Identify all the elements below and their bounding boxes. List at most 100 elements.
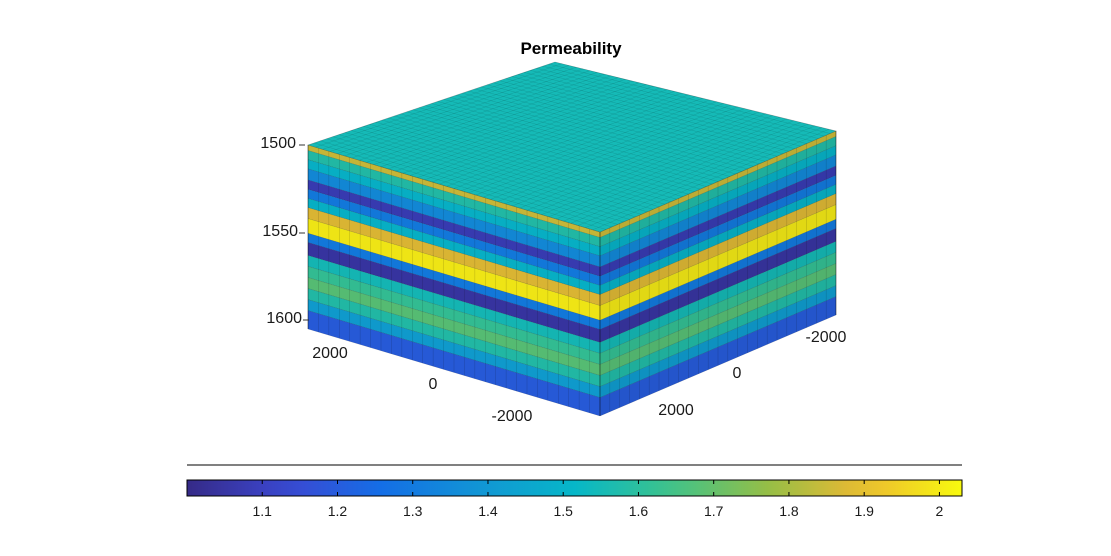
colorbar: 1.1 1.2 1.3 1.4 1.5 1.6 1.7 1.8 1.9 2 [186,479,963,519]
y-tick-0: 0 [733,365,742,382]
colorbar-ticks: 1.1 1.2 1.3 1.4 1.5 1.6 1.7 1.8 1.9 2 [253,480,944,519]
top-grid-line [446,94,689,187]
top-grid-line [363,126,654,210]
colorbar-gradient [186,479,963,497]
right-face [599,130,837,417]
x-tick-2000: 2000 [312,345,348,362]
top-grid-line [337,68,584,154]
top-grid-line [437,101,724,180]
top-grid-line [578,125,816,226]
colorbar-tick-label-0: 1.1 [253,503,273,519]
colorbar-tick-label-6: 1.7 [704,503,724,519]
top-grid-line [490,104,731,200]
top-grid-line [369,124,660,207]
colorbar-tick-label-8: 1.9 [854,503,874,519]
top-grid-line [351,130,642,215]
x-tick-neg2000: -2000 [492,408,533,425]
top-grid-line [332,136,624,223]
top-grid-line [483,103,724,198]
z-tick-1500: 1500 [260,135,296,152]
top-grid-line [461,97,703,191]
y-tick-neg2000: -2000 [806,329,847,346]
top-grid-line [517,74,801,147]
colorbar-tick-label-1: 1.2 [328,503,348,519]
top-grid-line [373,77,619,165]
top-grid-line [431,103,719,182]
top-grid-line [511,76,795,149]
colorbar-tick-label-9: 2 [936,503,944,519]
top-grid-line [314,142,606,230]
left-face [307,144,601,417]
top-grid-line [468,99,710,194]
top-grid-line [505,78,789,152]
colorbar-tick-label-7: 1.8 [779,503,799,519]
top-grid-line [344,70,591,157]
top-grid-line [480,86,766,162]
top-grid-line [338,134,630,220]
colorbar-tick-label-2: 1.3 [403,503,423,519]
top-grid-line [570,123,808,224]
y-tick-2000: 2000 [658,402,694,419]
reservoir-block [307,61,837,417]
top-grid-line [359,73,605,161]
x-tick-0: 0 [429,376,438,393]
top-grid-line [402,84,647,174]
top-grid-line [536,67,819,139]
top-grid-line [380,79,626,167]
top-grid-line [425,105,713,185]
top-grid-line [585,127,823,228]
top-grid-line [357,128,648,213]
top-grid-line [417,87,661,178]
z-axis: 1500 1550 1600 [260,135,309,327]
top-grid-line [443,99,730,177]
top-grid-line [382,119,671,202]
top-grid-line [530,70,813,142]
top-grid-line [519,111,759,209]
top-grid-line [453,96,696,189]
top-grid-line [541,116,780,215]
colorbar-tick-label-4: 1.5 [553,503,573,519]
top-grid-line [366,75,612,163]
top-grid-line [512,110,752,207]
top-grid-line [388,80,633,170]
top-grid-line [351,72,598,159]
top-grid-line [542,65,825,137]
top-face [307,61,837,416]
top-grid-line [548,63,831,134]
z-tick-1550: 1550 [262,223,298,240]
top-grid-line [526,113,766,211]
top-grid-line [424,89,668,181]
top-grid-line [388,117,677,200]
top-grid-line [326,138,618,225]
top-grid-line [556,120,794,220]
top-grid-line [468,90,754,167]
top-grid-line [344,132,636,218]
top-grid-line [497,106,738,202]
top-grid-line [412,109,701,190]
top-grid-line [534,115,773,213]
top-grid-line [592,129,830,231]
top-grid-line [315,63,563,148]
top-grid-line [410,85,654,176]
top-grid-line [493,82,778,157]
top-grid-line [499,80,783,154]
top-grid-line [395,82,640,172]
top-grid-line [419,107,707,187]
z-tick-1600: 1600 [266,310,302,327]
top-grid-line [406,111,695,192]
top-grid-line [475,101,717,196]
top-grid-line [320,140,612,228]
y-axis: -2000 0 2000 [658,329,846,419]
top-grid-line [375,121,665,205]
top-grid-line [487,84,772,160]
top-grid-line [322,65,570,150]
colorbar-tick-label-5: 1.6 [629,503,649,519]
top-grid-line [548,118,787,218]
top-grid-line [456,94,742,172]
x-axis: 2000 0 -2000 [312,345,532,425]
colorbar-tick-label-3: 1.4 [478,503,498,519]
top-grid-line [432,91,675,183]
top-grid-line [394,115,683,197]
top-grid-line [400,113,689,195]
